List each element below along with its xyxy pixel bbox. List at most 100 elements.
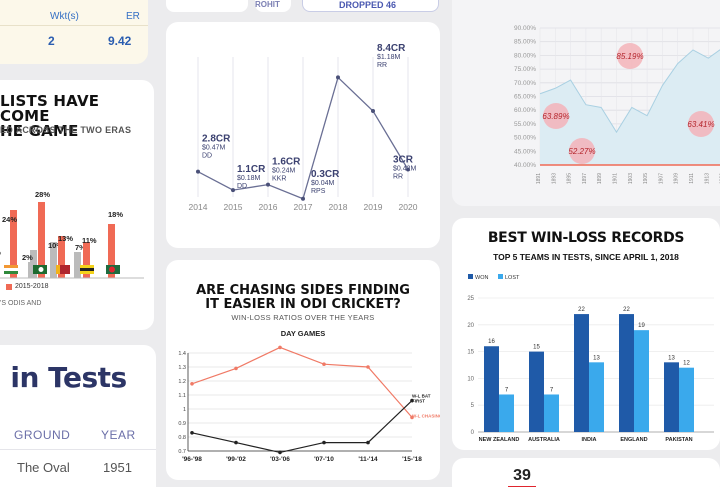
chasing-line-chart: 1.4 1.3 1.2 1.1 1 0.9 0.8 0.7'96-'98 '99-'02 '03-… — [178, 345, 440, 463]
chasing-point — [366, 440, 370, 445]
header-divider — [0, 449, 156, 450]
winloss-title: BEST WIN-LOSS RECORDS — [487, 230, 685, 246]
chasing-point — [278, 345, 282, 350]
winloss-bar — [484, 346, 499, 432]
auction-point — [196, 169, 200, 174]
flag-zimbabwe-stripe — [80, 268, 94, 271]
chasing-x-tick: '03-'06 — [270, 456, 290, 463]
flag-india-mid — [4, 268, 18, 271]
percent-callout-label: 63.89% — [542, 112, 569, 121]
stats-card: Wkt(s) ER 2 9.42 — [0, 0, 148, 64]
auction-label-usd: $0.47M — [202, 145, 226, 152]
percent-y-tick: 45.00% — [514, 148, 536, 155]
percent-x-tick: 1911 — [689, 173, 695, 184]
eras-bar — [28, 262, 35, 278]
auction-x-tick: 2020 — [399, 202, 418, 212]
chasing-point — [366, 365, 370, 369]
auction-point — [406, 167, 410, 172]
percent-x-tick: 1905 — [643, 173, 649, 184]
auction-label-team: RR — [377, 62, 387, 69]
auction-label-value: 2.8CR — [202, 134, 231, 145]
chasing-point — [234, 366, 238, 371]
eras-bar — [50, 242, 57, 278]
eras-bar — [58, 236, 65, 278]
flag-pakistan-moon — [38, 267, 44, 272]
auction-point — [266, 182, 270, 187]
chasing-subtitle: WIN-LOSS RATIOS OVER THE YEARS — [231, 313, 375, 322]
percent-y-tick: 65.00% — [514, 94, 536, 101]
eras-bar-label: 11% — [82, 236, 97, 245]
winloss-bar-label: 22 — [623, 307, 630, 313]
auction-label-team: RR — [393, 174, 403, 181]
chasing-title-line-1: ARE CHASING SIDES FINDING — [196, 283, 410, 298]
wkts-header: Wkt(s) — [50, 11, 79, 22]
winloss-bar-label: 22 — [578, 307, 585, 313]
percent-y-tick: 70.00% — [514, 80, 536, 87]
winloss-bar-label: 16 — [488, 339, 495, 345]
top-left-pill — [166, 0, 248, 12]
chasing-point — [322, 440, 326, 445]
winloss-x-tick: AUSTRALIA — [528, 437, 560, 443]
dropped-pill: DROPPED 46 — [302, 0, 439, 12]
percent-card: 90.00% 85.00% 80.00% 75.00% 70.00% 65.00% 60.0… — [452, 0, 720, 206]
percent-line — [539, 49, 720, 134]
auction-x-tick: 2015 — [224, 202, 243, 212]
percent-x-tick: 1913 — [704, 173, 710, 184]
chasing-x-tick: '15-'18 — [402, 456, 422, 463]
percent-y-tick: 60.00% — [514, 107, 536, 114]
tests-card: l in Tests GROUND YEAR The Oval 1951 — [0, 345, 156, 487]
flag-india-bottom — [4, 271, 18, 274]
chasing-y-tick: 1 — [183, 407, 186, 413]
auction-label-value: 1.6CR — [272, 157, 301, 168]
eras-headline-line-2: HE GAME — [0, 122, 79, 140]
winloss-y-tick: 10 — [467, 376, 474, 382]
percent-callout-label: 52.27% — [568, 147, 595, 156]
winloss-bar-label: 7 — [550, 387, 554, 393]
percent-callout-label: 85.19% — [616, 52, 643, 61]
legend-label-2015: 2015-2018 — [15, 283, 49, 290]
percent-y-tick: 75.00% — [514, 66, 536, 73]
eras-bar-label: 7% — [0, 248, 1, 257]
percent-y-tick: 50.00% — [514, 135, 536, 142]
auction-label-usd: $0.42M — [393, 166, 417, 173]
winloss-bar — [619, 314, 634, 432]
eras-bar-label: 2% — [22, 253, 33, 262]
percent-y-tick: 90.00% — [514, 25, 536, 32]
chasing-series-line — [191, 400, 413, 454]
ground-header: GROUND — [14, 428, 71, 442]
chasing-title-line-2: IT EASIER IN ODI CRICKET? — [205, 297, 401, 312]
winloss-bar-label: 7 — [505, 387, 509, 393]
percent-x-tick: 1909 — [674, 173, 680, 184]
winloss-bar-label: 12 — [683, 361, 690, 367]
winloss-x-tick: ENGLAND — [620, 437, 647, 443]
winloss-bar — [544, 394, 559, 432]
chasing-y-tick: 1.3 — [178, 365, 186, 371]
percent-callout-bubble — [543, 103, 569, 129]
percent-callout-bubble — [688, 111, 714, 137]
ground-value: The Oval — [17, 460, 70, 475]
chasing-series-label: W-L CHASING — [412, 413, 440, 418]
score-card: 39 — [452, 458, 720, 487]
year-header: YEAR — [101, 428, 136, 442]
percent-callout-label: 63.41% — [687, 120, 714, 129]
chasing-point — [190, 431, 194, 435]
chasing-y-tick: 0.8 — [178, 435, 186, 441]
percent-y-tick: 55.00% — [514, 121, 536, 128]
auction-label-usd: $0.24M — [272, 168, 296, 175]
auction-label-team: DD — [237, 183, 247, 190]
winloss-y-tick: 20 — [467, 323, 474, 329]
auction-point — [231, 188, 235, 193]
chasing-point — [190, 382, 194, 386]
er-header: ER — [126, 11, 140, 22]
winloss-bar-label: 13 — [593, 355, 600, 361]
chasing-y-tick: 1.1 — [178, 393, 186, 399]
winloss-bar — [589, 362, 604, 432]
auction-label-team: KKR — [272, 176, 286, 183]
chasing-title: ARE CHASING SIDES FINDING IT EASIER IN O… — [166, 284, 440, 312]
chasing-point — [234, 440, 238, 445]
chasing-series-label: W-L BAT FIRST — [412, 394, 431, 404]
auction-card: 2014 2015 2016 2017 2018 2019 2020 2.8CR $0.47M D… — [166, 22, 440, 248]
year-value: 1951 — [103, 460, 132, 475]
dropped-label: DROPPED 46 — [339, 0, 397, 10]
eras-subhead: ED ACROSS THE TWO ERAS — [0, 125, 132, 135]
